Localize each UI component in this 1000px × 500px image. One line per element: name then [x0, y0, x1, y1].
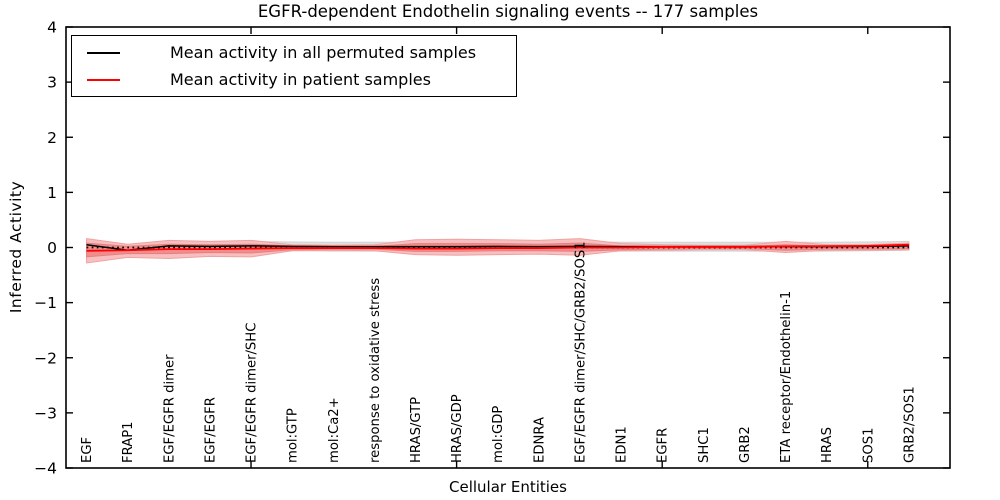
x-category-label: SOS1 — [861, 427, 876, 463]
x-category-label: EGFR — [656, 428, 671, 463]
y-tick-label: 2 — [47, 129, 57, 147]
x-category-label: HRAS/GTP — [409, 397, 424, 463]
legend-item-patient: Mean activity in patient samples — [82, 70, 516, 89]
x-category-label: EDN1 — [615, 426, 630, 463]
plot-frame — [65, 26, 951, 469]
y-tick-label: 3 — [47, 74, 57, 92]
x-category-label: EDNRA — [532, 417, 547, 463]
x-category-label: response to oxidative stress — [368, 278, 383, 463]
y-tick-label: −3 — [34, 404, 57, 422]
y-tick-label: −4 — [34, 460, 57, 478]
permuted-line-swatch — [87, 51, 120, 54]
x-category-label: EGF/EGFR dimer/SHC/GRB2/SOS1 — [573, 241, 588, 463]
y-tick-label: 0 — [47, 239, 57, 257]
x-category-label: HRAS/GDP — [450, 394, 465, 463]
x-category-label: HRAS — [820, 427, 835, 463]
x-category-label: EGF/EGFR dimer/SHC — [245, 323, 260, 463]
patient-line-swatch — [87, 78, 120, 81]
x-category-label: ETA receptor/Endothelin-1 — [779, 291, 794, 463]
x-category-label: GRB2/SOS1 — [902, 386, 917, 463]
x-category-label: mol:Ca2+ — [327, 397, 342, 463]
y-tick-label: −2 — [34, 349, 57, 367]
x-category-label: mol:GDP — [491, 406, 506, 463]
y-tick-label: 1 — [47, 184, 57, 202]
chart-title: EGFR-dependent Endothelin signaling even… — [257, 2, 759, 21]
y-tick-label: 4 — [47, 19, 57, 37]
legend-label: Mean activity in patient samples — [170, 70, 431, 89]
x-category-label: SHC1 — [697, 427, 712, 463]
y-tick-label: −1 — [34, 294, 57, 312]
legend: Mean activity in all permuted samples Me… — [71, 35, 517, 97]
legend-item-permuted: Mean activity in all permuted samples — [82, 43, 516, 62]
y-axis-label: Inferred Activity — [7, 180, 25, 314]
x-category-label: FRAP1 — [121, 421, 136, 463]
x-category-label: GRB2 — [738, 426, 753, 463]
x-category-label: EGF/EGFR dimer — [162, 354, 177, 463]
x-category-label: mol:GTP — [286, 408, 301, 463]
x-category-label: EGF/EGFR — [203, 397, 218, 463]
x-axis-label: Cellular Entities — [449, 478, 567, 496]
patient-mean-line — [86, 243, 909, 252]
legend-label: Mean activity in all permuted samples — [170, 43, 477, 62]
x-category-label: EGF — [80, 437, 95, 463]
